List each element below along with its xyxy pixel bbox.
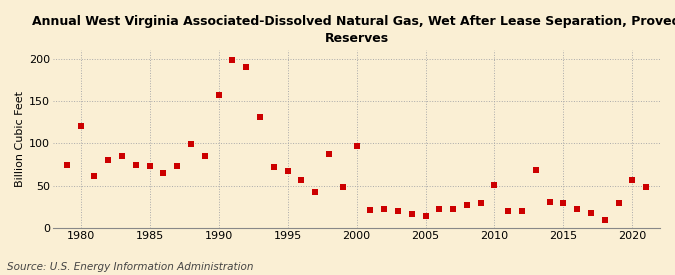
Point: [241, 65, 252, 70]
Point: [599, 217, 610, 222]
Point: [323, 152, 334, 156]
Point: [641, 184, 651, 189]
Point: [172, 164, 183, 168]
Point: [117, 154, 128, 158]
Point: [379, 207, 389, 211]
Point: [213, 93, 224, 97]
Point: [462, 203, 472, 207]
Point: [434, 207, 445, 211]
Point: [544, 200, 555, 204]
Point: [531, 168, 541, 173]
Point: [627, 178, 638, 182]
Point: [475, 201, 486, 206]
Point: [503, 209, 514, 213]
Point: [103, 158, 113, 163]
Y-axis label: Billion Cubic Feet: Billion Cubic Feet: [15, 91, 25, 187]
Text: Source: U.S. Energy Information Administration: Source: U.S. Energy Information Administ…: [7, 262, 253, 272]
Point: [296, 178, 306, 182]
Point: [365, 208, 376, 212]
Point: [489, 183, 500, 187]
Point: [61, 162, 72, 167]
Point: [351, 144, 362, 148]
Point: [310, 190, 321, 195]
Point: [269, 165, 279, 169]
Point: [227, 58, 238, 63]
Point: [516, 209, 527, 213]
Point: [586, 211, 597, 215]
Point: [572, 207, 583, 211]
Point: [75, 123, 86, 128]
Point: [613, 201, 624, 206]
Point: [186, 142, 196, 146]
Title: Annual West Virginia Associated-Dissolved Natural Gas, Wet After Lease Separatio: Annual West Virginia Associated-Dissolve…: [32, 15, 675, 45]
Point: [558, 201, 569, 206]
Point: [254, 115, 265, 119]
Point: [393, 209, 404, 213]
Point: [406, 212, 417, 217]
Point: [158, 171, 169, 175]
Point: [282, 169, 293, 174]
Point: [338, 185, 348, 189]
Point: [199, 154, 210, 158]
Point: [89, 173, 100, 178]
Point: [130, 162, 141, 167]
Point: [144, 164, 155, 168]
Point: [420, 214, 431, 218]
Point: [448, 207, 458, 211]
